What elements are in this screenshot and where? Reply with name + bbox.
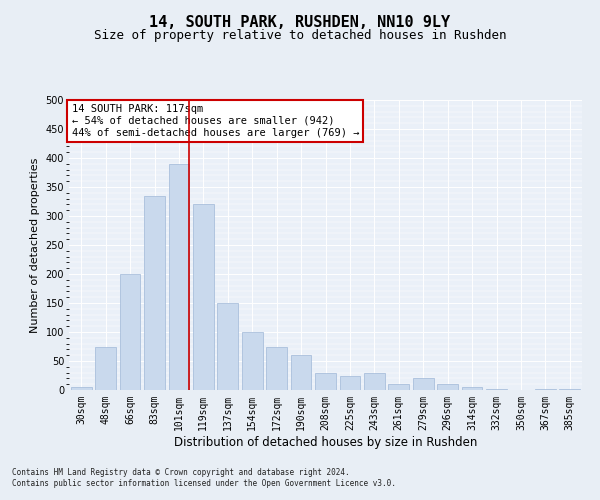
Bar: [144, 196, 165, 390]
Text: Contains HM Land Registry data © Crown copyright and database right 2024.
Contai: Contains HM Land Registry data © Crown c…: [12, 468, 396, 487]
Bar: [290, 355, 311, 390]
Bar: [364, 372, 385, 390]
Bar: [119, 274, 140, 390]
Bar: [340, 376, 361, 390]
Bar: [71, 387, 92, 390]
Bar: [242, 332, 263, 390]
Y-axis label: Number of detached properties: Number of detached properties: [30, 158, 40, 332]
Text: 14, SOUTH PARK, RUSHDEN, NN10 9LY: 14, SOUTH PARK, RUSHDEN, NN10 9LY: [149, 15, 451, 30]
Bar: [535, 389, 556, 390]
Text: Size of property relative to detached houses in Rushden: Size of property relative to detached ho…: [94, 30, 506, 43]
Bar: [266, 346, 287, 390]
Bar: [193, 204, 214, 390]
Text: 14 SOUTH PARK: 117sqm
← 54% of detached houses are smaller (942)
44% of semi-det: 14 SOUTH PARK: 117sqm ← 54% of detached …: [71, 104, 359, 138]
X-axis label: Distribution of detached houses by size in Rushden: Distribution of detached houses by size …: [174, 436, 477, 448]
Bar: [388, 384, 409, 390]
Bar: [413, 378, 434, 390]
Bar: [559, 389, 580, 390]
Bar: [437, 384, 458, 390]
Bar: [315, 372, 336, 390]
Bar: [95, 346, 116, 390]
Bar: [217, 303, 238, 390]
Bar: [169, 164, 190, 390]
Bar: [461, 387, 482, 390]
